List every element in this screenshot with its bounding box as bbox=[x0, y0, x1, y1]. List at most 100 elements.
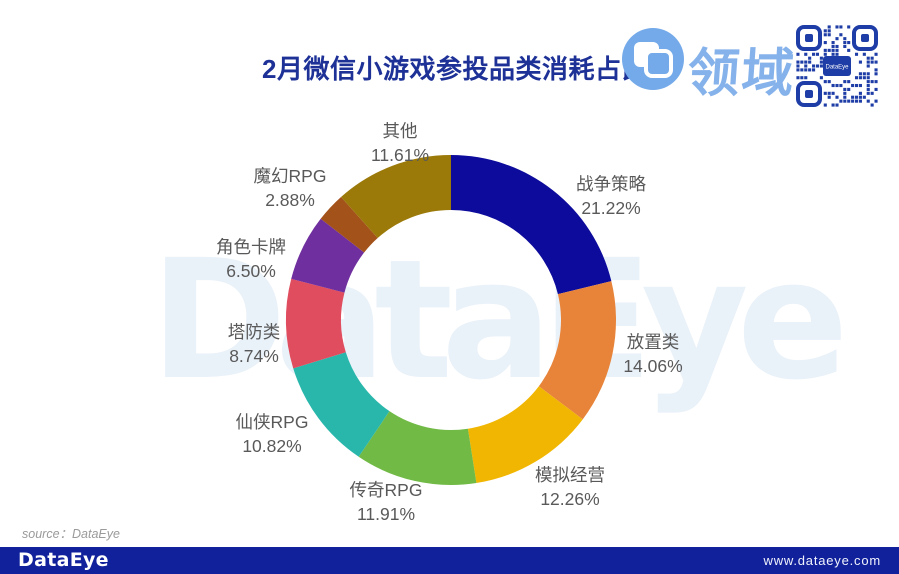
qr-module bbox=[827, 29, 831, 33]
qr-module bbox=[839, 25, 843, 29]
qr-module bbox=[835, 25, 839, 29]
qr-module bbox=[858, 99, 862, 103]
qr-module bbox=[796, 64, 800, 68]
qr-module bbox=[862, 52, 866, 56]
qr-module bbox=[796, 68, 800, 72]
qr-module bbox=[847, 41, 851, 45]
qr-module bbox=[823, 103, 827, 107]
slice-label-name-1: 放置类 bbox=[627, 332, 680, 352]
slice-label-name-2: 模拟经营 bbox=[535, 465, 605, 485]
qr-module bbox=[843, 87, 847, 91]
slice-label-value-6: 6.50% bbox=[226, 261, 276, 281]
qr-module bbox=[831, 41, 835, 45]
qr-module bbox=[831, 44, 835, 49]
qr-module bbox=[823, 52, 827, 56]
qr-module bbox=[835, 37, 839, 41]
qr-module bbox=[866, 99, 870, 103]
qr-module bbox=[862, 95, 866, 99]
footer-dataeye-logo: DataEye bbox=[18, 549, 109, 571]
qr-module bbox=[858, 72, 862, 76]
qr-module bbox=[870, 60, 874, 64]
qr-module bbox=[858, 83, 862, 88]
qr-module bbox=[847, 25, 851, 29]
qr-module bbox=[847, 87, 851, 91]
slice-label-value-8: 11.61% bbox=[371, 145, 429, 165]
qr-module bbox=[800, 60, 804, 64]
slice-label-name-0: 战争策略 bbox=[576, 174, 646, 194]
qr-module bbox=[870, 80, 874, 84]
qr-module bbox=[808, 68, 812, 72]
qr-module bbox=[804, 60, 808, 64]
qr-module bbox=[804, 64, 808, 68]
qr-module bbox=[866, 83, 870, 88]
qr-module bbox=[854, 83, 859, 88]
qr-module bbox=[823, 91, 827, 95]
qr-module bbox=[866, 64, 870, 68]
qr-module bbox=[843, 37, 847, 41]
qr-module bbox=[796, 60, 800, 64]
qr-module bbox=[812, 68, 816, 72]
qr-module bbox=[843, 95, 847, 99]
qr-module bbox=[808, 60, 812, 64]
pie-slice-4 bbox=[293, 352, 390, 457]
source-note: source：DataEye bbox=[22, 527, 120, 541]
qr-module bbox=[804, 76, 808, 80]
qr-module bbox=[827, 80, 831, 84]
pie-slice-5 bbox=[285, 278, 346, 369]
qr-module bbox=[854, 52, 859, 56]
slice-label-name-6: 角色卡牌 bbox=[216, 237, 286, 257]
qr-module bbox=[854, 99, 859, 103]
qr-module bbox=[874, 87, 878, 91]
qr-module bbox=[804, 68, 808, 72]
slice-label-value-2: 12.26% bbox=[540, 489, 599, 509]
qr-module bbox=[866, 72, 870, 76]
donut-slices bbox=[285, 155, 617, 485]
pie-slice-8 bbox=[341, 155, 451, 238]
qr-module bbox=[827, 48, 831, 52]
qr-module bbox=[843, 44, 847, 49]
qr-finder-top-right bbox=[852, 25, 878, 51]
qr-module bbox=[847, 48, 851, 52]
background-watermark: DataEye bbox=[150, 224, 849, 416]
qr-module bbox=[835, 83, 839, 88]
page-title: 2月微信小游戏参投品类消耗占比 bbox=[262, 54, 648, 84]
qr-module bbox=[815, 64, 820, 68]
donut-labels: 战争策略 21.22% 放置类 14.06% 模拟经营 12.26% 传奇RPG 11.91%… bbox=[216, 121, 683, 524]
slice-label-value-1: 14.06% bbox=[623, 356, 682, 376]
qr-module bbox=[819, 64, 823, 68]
footer-bar: DataEye www.dataeye.com bbox=[0, 547, 899, 574]
qr-module bbox=[835, 44, 839, 49]
qr-code: DataEye bbox=[796, 25, 878, 107]
pie-slice-6 bbox=[291, 218, 365, 293]
slice-label-name-8: 其他 bbox=[383, 121, 418, 141]
qr-module bbox=[835, 52, 839, 56]
qr-center-badge bbox=[823, 56, 851, 76]
qr-center-label: DataEye bbox=[825, 65, 849, 71]
qr-module bbox=[874, 72, 878, 76]
qr-module bbox=[827, 95, 831, 99]
qr-module bbox=[835, 48, 839, 52]
pie-slice-0 bbox=[451, 155, 612, 295]
qr-module bbox=[866, 56, 870, 60]
qr-module bbox=[839, 83, 843, 88]
qr-module bbox=[870, 91, 874, 95]
qr-module bbox=[796, 76, 800, 80]
qr-module bbox=[866, 60, 870, 64]
qr-module bbox=[851, 99, 855, 103]
qr-module bbox=[862, 72, 866, 76]
pie-slice-1 bbox=[538, 281, 617, 420]
qr-module bbox=[874, 80, 878, 84]
qr-module bbox=[835, 95, 839, 99]
qr-module bbox=[823, 80, 827, 84]
pie-slice-7 bbox=[320, 196, 378, 253]
qr-module bbox=[847, 99, 851, 103]
qr-module bbox=[804, 52, 808, 56]
qr-finder-bottom-left bbox=[796, 81, 822, 107]
qr-module bbox=[831, 52, 835, 56]
qr-module bbox=[819, 60, 823, 64]
qr-module bbox=[847, 80, 851, 84]
qr-module bbox=[874, 68, 878, 72]
qr-module bbox=[819, 76, 823, 80]
